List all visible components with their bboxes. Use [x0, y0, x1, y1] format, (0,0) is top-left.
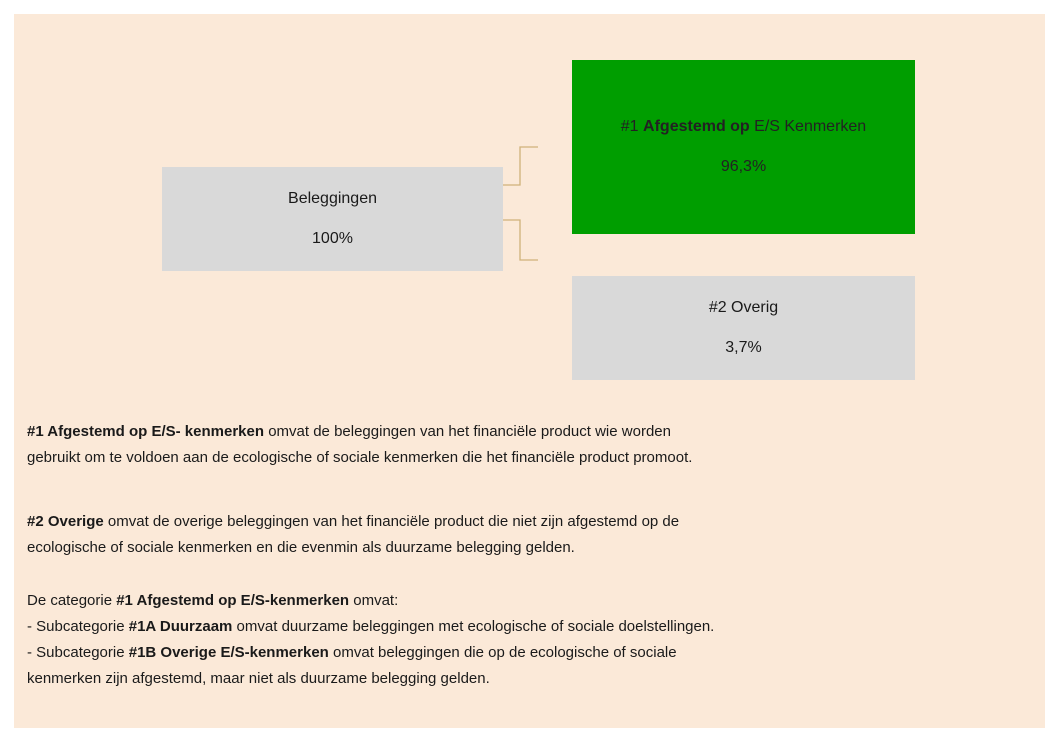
text: kenmerken zijn afgestemd, maar niet als …: [27, 670, 490, 687]
text: gebruikt om te voldoen aan de ecologisch…: [27, 449, 693, 466]
node-label: #1 Afgestemd op E/S Kenmerken: [621, 107, 866, 147]
text: - Subcategorie: [27, 618, 129, 635]
bold-text: #1B Overige E/S-kenmerken: [128, 644, 329, 661]
text: De categorie: [27, 592, 117, 609]
bold-text: #1 Afgestemd op E/S-kenmerken: [116, 592, 350, 609]
text-line: ecologische of sociale kenmerken en die …: [27, 535, 1037, 561]
connector: [503, 219, 538, 261]
bold-text: #1A Duurzaam: [128, 618, 233, 635]
node-box: #1 Afgestemd op E/S Kenmerken 96,3%: [572, 60, 915, 234]
bold-text: Afgestemd op: [643, 118, 750, 135]
bold-text: #2 Overige: [27, 513, 104, 530]
connector: [503, 146, 538, 186]
text: omvat de beleggingen van het financiële …: [264, 423, 671, 440]
text-line: gebruikt om te voldoen aan de ecologisch…: [27, 445, 1037, 471]
node-value: 100%: [312, 230, 353, 247]
node-box: Beleggingen 100%: [162, 167, 503, 271]
text-line: #2 Overige omvat de overige beleggingen …: [27, 509, 1037, 535]
paragraph: De categorie #1 Afgestemd op E/S-kenmerk…: [27, 588, 1037, 692]
text: ecologische of sociale kenmerken en die …: [27, 539, 575, 556]
text: omvat duurzame beleggingen met ecologisc…: [232, 618, 715, 635]
node-label: #2 Overig: [709, 288, 778, 328]
text: #2 Overig: [708, 299, 779, 316]
text-line: - Subcategorie #1B Overige E/S-kenmerken…: [27, 640, 1037, 666]
paragraph: #1 Afgestemd op E/S- kenmerken omvat de …: [27, 419, 1037, 471]
paragraph: #2 Overige omvat de overige beleggingen …: [27, 509, 1037, 561]
connectors: [503, 146, 538, 261]
text: omvat beleggingen die op de ecologische …: [328, 644, 677, 661]
node-value: 96,3%: [720, 158, 767, 175]
text: #1: [620, 118, 644, 135]
text: E/S Kenmerken: [749, 118, 867, 135]
text-line: De categorie #1 Afgestemd op E/S-kenmerk…: [27, 588, 1037, 614]
node-value: 3,7%: [725, 339, 762, 356]
bold-text: #1 Afgestemd op E/S- kenmerken: [27, 423, 265, 440]
node-label: Beleggingen: [288, 179, 377, 219]
text-line: - Subcategorie #1A Duurzaam omvat duurza…: [27, 614, 1037, 640]
text-line: kenmerken zijn afgestemd, maar niet als …: [27, 666, 1037, 692]
text: omvat de overige beleggingen van het fin…: [103, 513, 680, 530]
text: omvat:: [349, 592, 399, 609]
text-line: #1 Afgestemd op E/S- kenmerken omvat de …: [27, 419, 1037, 445]
text: Beleggingen: [288, 190, 377, 207]
text: - Subcategorie: [27, 644, 129, 661]
legend-text: #1 Afgestemd op E/S- kenmerken omvat de …: [27, 419, 1037, 692]
node-box: #2 Overig 3,7%: [572, 276, 915, 380]
panel: Beleggingen 100% #1 Afgestemd op E/S Kenm…: [14, 14, 1045, 728]
